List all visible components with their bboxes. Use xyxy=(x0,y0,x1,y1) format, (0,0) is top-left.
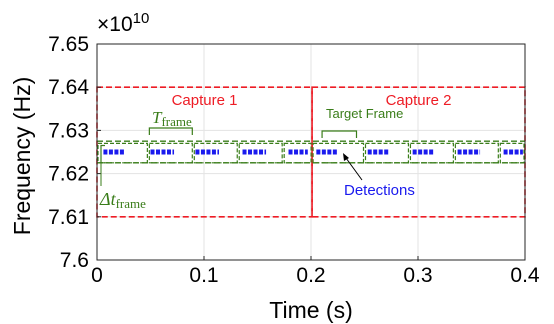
x-tick-label-2: 0.2 xyxy=(296,264,325,287)
detections-arrow-head xyxy=(343,153,349,161)
y-tick-label-3: 7.63 xyxy=(48,119,89,142)
t-frame-brace xyxy=(148,127,193,135)
target-frame-5 xyxy=(312,142,365,164)
x-tick-label-4: 0.4 xyxy=(510,264,540,287)
detections-arrow-line xyxy=(345,157,363,181)
target-frame-1 xyxy=(148,142,193,164)
axes: 0 0.1 0.2 0.3 0.4 7.6 7.61 7.62 7.63 7.64 7.65 Time… xyxy=(9,10,540,323)
target-frame-label: Target Frame xyxy=(326,106,403,121)
target-frame-0 xyxy=(97,142,148,164)
t-frame-label: Tframe xyxy=(152,108,192,129)
x-axis-title: Time (s) xyxy=(269,297,352,323)
y-tick-label-4: 7.64 xyxy=(48,76,89,99)
annotations: Tframe Δtframe Target Frame Detections xyxy=(99,106,415,211)
target-band xyxy=(97,140,525,164)
y-tick-label-2: 7.62 xyxy=(48,163,89,186)
capture-label-1: Capture 1 xyxy=(172,92,238,109)
y-exponent: ×1010 xyxy=(97,10,149,36)
capture-label-2: Capture 2 xyxy=(386,92,452,109)
dt-frame-label: Δtframe xyxy=(99,189,146,211)
y-axis-title: Frequency (Hz) xyxy=(9,77,35,235)
target-frame-7 xyxy=(409,142,454,164)
target-frame-8 xyxy=(454,142,499,164)
y-tick-label-5: 7.65 xyxy=(48,33,89,56)
target-frames xyxy=(97,142,525,164)
y-tick-label-0: 7.6 xyxy=(60,249,89,272)
x-tick-label-3: 0.3 xyxy=(403,264,432,287)
target-frame-4 xyxy=(283,142,312,164)
target-frame-6 xyxy=(364,142,410,164)
x-tick-label-1: 0.1 xyxy=(189,264,218,287)
y-tick-label-1: 7.61 xyxy=(48,206,89,229)
dt-frame-bracket xyxy=(100,144,105,164)
x-tick-label-0: 0 xyxy=(91,264,103,287)
target-frame-2 xyxy=(193,142,238,164)
target-frame-3 xyxy=(238,142,283,164)
detections-label: Detections xyxy=(344,182,415,199)
target-frame-bracket xyxy=(321,130,358,138)
